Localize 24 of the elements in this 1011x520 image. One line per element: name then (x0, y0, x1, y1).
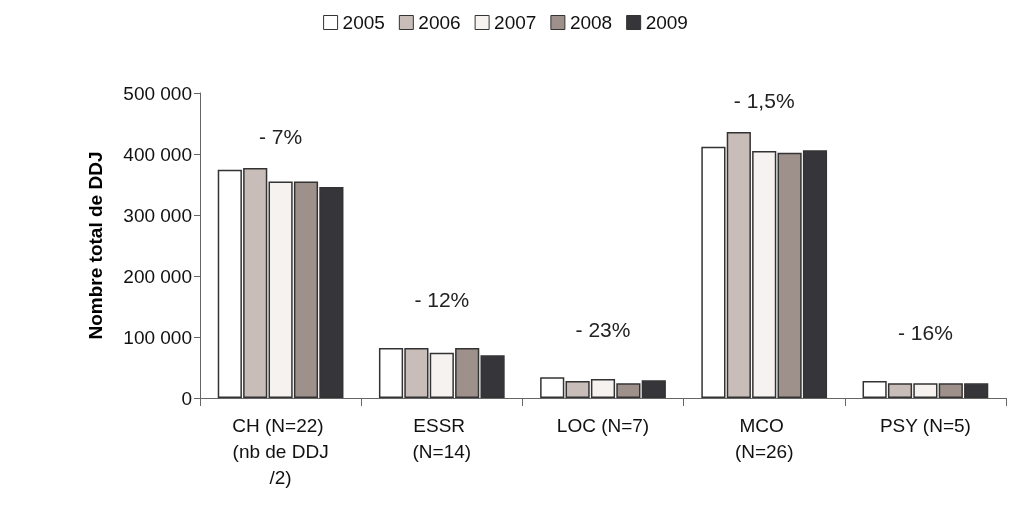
legend-label: 2007 (494, 12, 537, 33)
bar (540, 377, 565, 398)
legend-label: 2006 (418, 12, 461, 33)
x-tick-label: PSY (N=5) (879, 414, 971, 436)
y-tick-label: 100 000 (123, 326, 192, 348)
x-tick-label: CH (N=22) (nb de DDJ/2) (232, 414, 329, 488)
x-tick-label: LOC (N=7) (556, 414, 650, 436)
x-tick-label: MCO (N=26) (734, 414, 794, 462)
annotation: - 12% (414, 288, 470, 312)
bar (641, 380, 666, 398)
annotation: - 16% (897, 321, 953, 345)
legend-label: 2008 (569, 12, 613, 33)
y-tick-label: 200 000 (123, 265, 192, 287)
y-axis-title: Nombre total de DDJ (85, 151, 106, 340)
y-tick-label: 400 000 (123, 143, 192, 165)
annotation: - 23% (575, 317, 631, 341)
y-tick-label: 500 000 (123, 82, 192, 104)
x-tick-label: ESSR (N=14) (412, 414, 472, 462)
legend-label: 2005 (342, 12, 385, 33)
y-tick-label: 0 (181, 387, 192, 409)
legend-label: 2009 (645, 12, 688, 33)
annotation: - 1,5% (733, 88, 795, 112)
y-tick-label: 300 000 (123, 204, 192, 226)
annotation: - 7% (259, 124, 303, 148)
